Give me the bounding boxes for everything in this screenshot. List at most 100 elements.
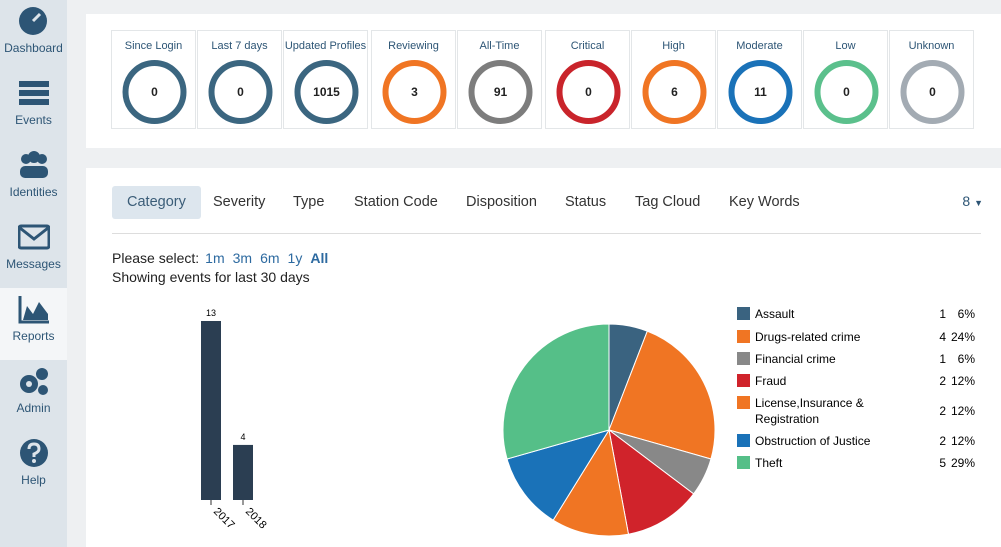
nav-label: Messages bbox=[6, 257, 61, 271]
nav-label: Admin bbox=[16, 401, 51, 415]
stat-card: Updated Profiles 1015 bbox=[283, 30, 368, 129]
legend-percent: 12% bbox=[951, 434, 975, 448]
nav-icon bbox=[20, 368, 48, 395]
stat-value: 0 bbox=[929, 85, 936, 99]
tab[interactable]: Type bbox=[293, 194, 325, 210]
tab[interactable]: Severity bbox=[213, 194, 266, 210]
legend-swatch bbox=[737, 330, 750, 343]
stat-card: Moderate 11 bbox=[717, 30, 802, 129]
pie-slice bbox=[552, 428, 630, 537]
stat-ring: 0 bbox=[814, 60, 879, 124]
page-size[interactable]: 8 ▼ bbox=[962, 193, 983, 209]
stat-label: Low bbox=[835, 40, 856, 52]
pie-slice bbox=[506, 429, 611, 521]
period-option[interactable]: 1m bbox=[205, 250, 225, 266]
nav-item[interactable]: Dashboard bbox=[0, 0, 67, 72]
stat-ring: 0 bbox=[208, 60, 273, 124]
stat-label: Since Login bbox=[124, 40, 183, 52]
ring bbox=[122, 60, 187, 124]
tab[interactable]: Tag Cloud bbox=[635, 194, 701, 210]
stat-ring: 0 bbox=[122, 60, 187, 124]
legend-swatch bbox=[737, 456, 750, 469]
ring bbox=[642, 60, 707, 124]
bar bbox=[201, 320, 221, 500]
page-size-value: 8 bbox=[962, 193, 971, 209]
period-option[interactable]: All bbox=[310, 250, 329, 266]
divider bbox=[112, 233, 981, 234]
tab[interactable]: Disposition bbox=[466, 194, 537, 210]
legend-label: Assault bbox=[755, 307, 795, 321]
nav-item[interactable]: Messages bbox=[0, 216, 67, 288]
period-option[interactable]: 3m bbox=[232, 250, 253, 266]
nav-label: Reports bbox=[12, 329, 55, 343]
legend-percent: 12% bbox=[951, 404, 975, 418]
nav-item[interactable]: Help bbox=[0, 432, 67, 504]
stat-value: 0 bbox=[151, 85, 158, 99]
stat-ring: 0 bbox=[556, 60, 621, 124]
period-option[interactable]: 6m bbox=[260, 250, 280, 266]
tab[interactable]: Status bbox=[565, 194, 607, 210]
nav-label: Events bbox=[15, 113, 52, 127]
stat-card: Critical 0 bbox=[545, 30, 630, 129]
tab[interactable]: Category bbox=[112, 186, 201, 219]
nav-label: Dashboard bbox=[4, 41, 63, 55]
ring bbox=[556, 60, 621, 124]
legend-swatch bbox=[737, 434, 750, 447]
stat-label: Moderate bbox=[736, 40, 783, 52]
stat-ring: 11 bbox=[728, 60, 793, 124]
stat-label: Critical bbox=[570, 40, 605, 52]
stat-label: All-Time bbox=[479, 40, 520, 52]
legend-label: Theft bbox=[755, 456, 783, 470]
sidebar: Dashboard Events Identities Messages Reports… bbox=[0, 0, 67, 547]
legend-label-line: License,Insurance & bbox=[755, 396, 864, 410]
nav-item[interactable]: Events bbox=[0, 72, 67, 144]
nav-item[interactable]: Identities bbox=[0, 144, 67, 216]
legend-label: License,Insurance & Registration bbox=[755, 396, 864, 426]
stat-value: 0 bbox=[585, 85, 592, 99]
legend-label: Drugs-related crime bbox=[755, 330, 861, 344]
period-summary: Showing events for last 30 days bbox=[112, 269, 310, 285]
stat-value: 6 bbox=[671, 85, 678, 99]
nav-label: Identities bbox=[9, 185, 58, 199]
period-option[interactable]: 1y bbox=[287, 250, 303, 266]
legend-count: 1 bbox=[939, 307, 946, 321]
nav-icon bbox=[20, 151, 48, 178]
legend-count: 4 bbox=[939, 330, 946, 344]
stat-ring: 6 bbox=[642, 60, 707, 124]
stat-value: 91 bbox=[494, 85, 508, 99]
stats-panel: Since Login 0 Last 7 days 0 Updated Profiles… bbox=[86, 14, 1001, 148]
tab[interactable]: Key Words bbox=[729, 194, 800, 210]
period-prompt: Please select: bbox=[112, 250, 200, 266]
stat-card: All-Time 91 bbox=[457, 30, 542, 129]
nav-item[interactable]: Admin bbox=[0, 360, 67, 432]
legend-label: Financial crime bbox=[755, 352, 836, 366]
legend-percent: 12% bbox=[951, 374, 975, 388]
stat-label: High bbox=[662, 40, 685, 52]
ring bbox=[208, 60, 273, 124]
bar-value-label: 4 bbox=[240, 432, 245, 442]
period-select: Please select: 1m 3m 6m 1y All bbox=[112, 250, 328, 266]
legend-label: Obstruction of Justice bbox=[755, 434, 871, 448]
legend-count: 2 bbox=[939, 374, 946, 388]
legend-percent: 6% bbox=[958, 352, 976, 366]
stat-label: Reviewing bbox=[388, 40, 439, 52]
ring bbox=[814, 60, 879, 124]
bar-value-label: 13 bbox=[206, 308, 216, 318]
stat-card: Low 0 bbox=[803, 30, 888, 129]
tab[interactable]: Station Code bbox=[354, 194, 438, 210]
ring bbox=[382, 60, 447, 124]
nav-item[interactable]: Reports bbox=[0, 288, 67, 360]
nav-icon bbox=[19, 81, 49, 105]
stat-card: High 6 bbox=[631, 30, 716, 129]
nav-icon bbox=[19, 7, 47, 35]
legend-percent: 6% bbox=[958, 307, 976, 321]
pie-slice bbox=[608, 330, 716, 460]
stat-ring: 3 bbox=[382, 60, 447, 124]
nav-icon bbox=[20, 439, 48, 467]
ring bbox=[728, 60, 793, 124]
legend-percent: 24% bbox=[951, 330, 975, 344]
legend-count: 2 bbox=[939, 404, 946, 418]
legend-label-line: Registration bbox=[755, 412, 819, 426]
stat-label: Updated Profiles bbox=[284, 40, 367, 52]
